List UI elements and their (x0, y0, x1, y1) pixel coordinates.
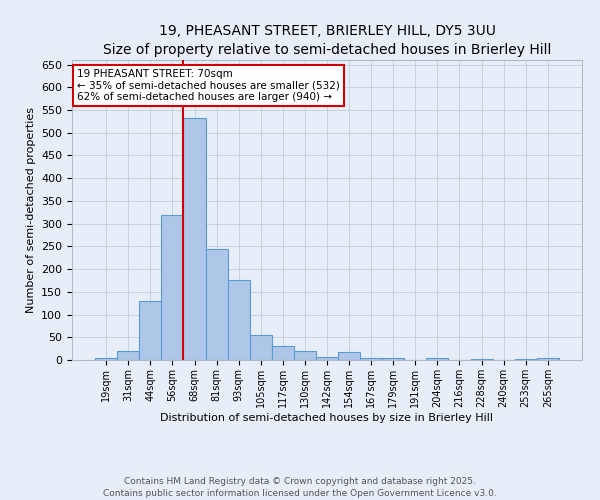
Bar (161, 214, 184, 360)
Y-axis label: Number of semi-detached properties: Number of semi-detached properties (26, 107, 35, 313)
Bar (139, 301, 161, 360)
Bar (184, 118, 206, 360)
Title: 19, PHEASANT STREET, BRIERLEY HILL, DY5 3UU
Size of property relative to semi-de: 19, PHEASANT STREET, BRIERLEY HILL, DY5 … (103, 24, 551, 58)
Bar (338, 352, 360, 360)
Bar (427, 358, 448, 360)
Bar (515, 358, 537, 360)
Bar (117, 351, 139, 360)
Bar (360, 358, 382, 360)
Bar (250, 335, 272, 360)
Bar (382, 358, 404, 360)
Bar (316, 357, 338, 360)
Bar (206, 248, 227, 360)
Bar (227, 280, 250, 360)
Text: 19 PHEASANT STREET: 70sqm
← 35% of semi-detached houses are smaller (532)
62% of: 19 PHEASANT STREET: 70sqm ← 35% of semi-… (77, 69, 340, 102)
Bar (294, 351, 316, 360)
Bar (95, 358, 117, 360)
Bar (470, 358, 493, 360)
X-axis label: Distribution of semi-detached houses by size in Brierley Hill: Distribution of semi-detached houses by … (161, 412, 493, 422)
Text: Contains HM Land Registry data © Crown copyright and database right 2025.
Contai: Contains HM Land Registry data © Crown c… (103, 476, 497, 498)
Bar (272, 346, 294, 360)
Bar (537, 358, 559, 360)
